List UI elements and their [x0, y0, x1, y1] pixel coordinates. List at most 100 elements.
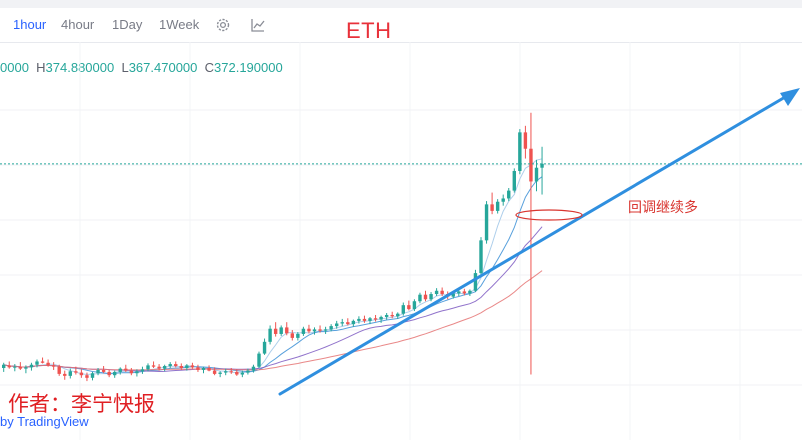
candle-body	[285, 327, 289, 334]
tradingview-brand[interactable]: by TradingView	[0, 414, 89, 429]
candle	[151, 361, 156, 368]
timeframe-1week[interactable]: 1Week	[159, 17, 200, 32]
ohlc-close-value: 372.190000	[214, 60, 283, 75]
timeframe-1day[interactable]: 1Day	[112, 17, 143, 32]
candle	[307, 324, 311, 334]
candle-body	[35, 361, 39, 365]
candle	[101, 366, 106, 374]
candle	[68, 368, 72, 379]
trendline-arrowhead	[780, 88, 800, 106]
candle	[235, 369, 239, 376]
candle-body	[368, 318, 372, 321]
candle	[129, 368, 134, 376]
candle	[224, 368, 228, 376]
candle	[185, 364, 189, 371]
candle-body	[246, 370, 250, 373]
chart-toolbar: 1hour 4hour 1Day 1Week	[0, 8, 802, 43]
candle-body	[240, 372, 245, 375]
candle-body	[401, 305, 405, 314]
timeframe-1hour[interactable]: 1hour	[13, 17, 47, 32]
candle-body	[185, 365, 189, 368]
candle-body	[224, 371, 228, 373]
candle-body	[451, 293, 455, 297]
candle-body	[346, 322, 350, 325]
candle	[379, 315, 383, 323]
candle-body	[140, 369, 145, 372]
candle	[534, 159, 539, 192]
candle	[118, 367, 122, 375]
candle-body	[323, 329, 328, 331]
candle	[273, 322, 278, 337]
candle	[396, 312, 400, 319]
candle	[179, 363, 183, 370]
candle-body	[57, 366, 61, 374]
candle-body	[2, 364, 6, 368]
candle-body	[63, 373, 67, 376]
candle	[507, 188, 511, 202]
candle	[407, 300, 411, 311]
chart-icon[interactable]	[249, 16, 267, 34]
candle	[290, 330, 294, 341]
candle-body	[7, 365, 11, 368]
candle	[29, 362, 34, 371]
candle-body	[357, 318, 361, 321]
candle-body	[107, 371, 111, 376]
candle	[440, 287, 444, 296]
candle	[490, 192, 494, 215]
candle-body	[40, 361, 45, 363]
candle-body	[262, 341, 267, 354]
candle	[157, 364, 161, 371]
candle	[473, 269, 478, 293]
candle-body	[318, 329, 322, 331]
candle	[218, 371, 222, 378]
candle-body	[296, 333, 300, 338]
candle	[74, 366, 78, 375]
candle	[251, 364, 256, 373]
candle-body	[462, 291, 467, 294]
candle-body	[390, 314, 394, 317]
candle-body	[229, 371, 233, 373]
moving-average-lines	[3, 158, 543, 376]
candle-body	[540, 163, 544, 168]
candle	[484, 201, 489, 244]
timeframe-4hour[interactable]: 4hour	[61, 17, 95, 32]
candle	[63, 370, 67, 380]
candle	[529, 112, 533, 375]
candle	[24, 365, 28, 374]
candle-body	[18, 366, 23, 369]
candle-body	[479, 240, 483, 274]
candle	[335, 320, 339, 329]
candle-body	[534, 167, 539, 182]
candle	[401, 302, 405, 316]
candle-body	[257, 353, 261, 367]
candle	[57, 364, 61, 376]
candle-body	[407, 305, 411, 310]
gear-icon[interactable]	[214, 16, 232, 34]
candle-body	[174, 364, 178, 367]
candle	[2, 362, 6, 372]
candle	[368, 316, 372, 325]
candle	[501, 194, 505, 206]
candle	[85, 372, 89, 382]
ohlc-legend: 0000 H374.880000 L367.470000 C372.190000	[0, 60, 283, 75]
candle-body	[68, 371, 72, 376]
candle-body	[529, 148, 533, 182]
candle-body	[312, 329, 317, 332]
candle-body	[340, 322, 344, 324]
candle	[340, 318, 344, 327]
candle	[512, 168, 516, 193]
candle	[212, 367, 217, 376]
candle-body	[218, 372, 222, 374]
candle	[135, 369, 139, 377]
candle	[346, 318, 350, 326]
candle-body	[74, 371, 78, 373]
candle	[418, 292, 422, 304]
candle	[384, 313, 389, 320]
candle	[540, 146, 544, 195]
candle-body	[151, 365, 156, 367]
candle	[146, 363, 150, 372]
candle	[168, 362, 172, 368]
candle	[373, 314, 378, 322]
ma-line	[3, 270, 543, 371]
